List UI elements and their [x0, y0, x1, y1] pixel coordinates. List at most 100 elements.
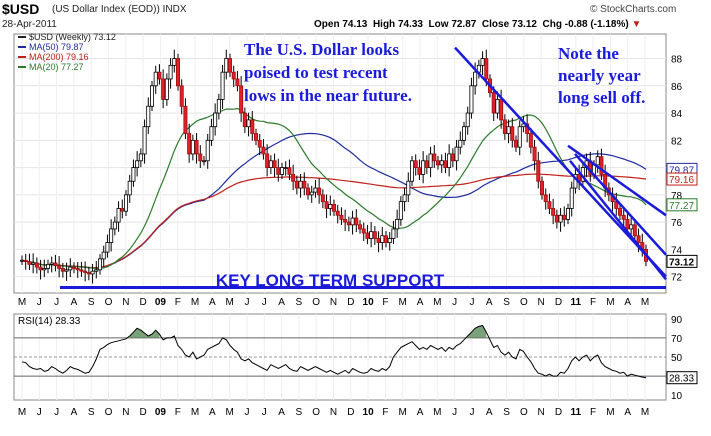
- x-tick-label: J: [54, 407, 59, 418]
- candle-body: [395, 218, 400, 230]
- x-tick-label: 10: [363, 407, 375, 418]
- candle-body: [57, 265, 62, 269]
- x-tick-label: O: [520, 297, 528, 308]
- price-badge-box: [666, 198, 698, 212]
- candle-body: [331, 203, 336, 212]
- x-tick-label: 11: [570, 297, 581, 308]
- candle-body: [480, 58, 485, 66]
- candle-body: [257, 139, 262, 148]
- x-tick-label: O: [520, 407, 528, 418]
- candle-body: [547, 201, 552, 209]
- candle-body: [465, 112, 470, 128]
- candle-body: [543, 194, 548, 203]
- description-text: (US Dollar Index (EOD)): [52, 4, 160, 15]
- legend-entry: $USD (Weekly) 73.12: [29, 32, 116, 42]
- candle-body: [424, 160, 429, 168]
- annotation-left: The U.S. Dollar looks poised to test rece…: [244, 40, 412, 105]
- x-tick-label: A: [71, 297, 78, 308]
- x-tick-label: D: [347, 297, 354, 308]
- x-tick-label: A: [486, 407, 493, 418]
- candle-body: [383, 235, 388, 243]
- candle-body: [618, 208, 623, 216]
- x-tick-label: M: [606, 407, 614, 418]
- x-tick-label: A: [209, 407, 216, 418]
- x-tick-label: F: [175, 407, 181, 418]
- candle-body: [161, 78, 166, 100]
- candle-body: [443, 160, 448, 168]
- candle-body: [413, 160, 418, 168]
- candle-body: [309, 191, 314, 196]
- candle-body: [450, 153, 455, 162]
- x-tick-label: J: [37, 407, 42, 418]
- price-badge-label: 77.27: [669, 201, 694, 212]
- x-tick-label: J: [452, 297, 457, 308]
- candle-body: [138, 153, 143, 162]
- x-tick-label: F: [382, 297, 388, 308]
- candle-body: [551, 208, 556, 216]
- candle-body: [558, 214, 563, 223]
- x-tick-label: M: [191, 407, 199, 418]
- x-tick-label: S: [503, 297, 510, 308]
- x-tick-label: M: [225, 407, 233, 418]
- x-tick-label: J: [469, 297, 474, 308]
- candle-body: [380, 235, 385, 243]
- x-tick-label: J: [244, 407, 249, 418]
- x-tick-label: D: [140, 297, 147, 308]
- candle-body: [46, 263, 51, 269]
- candle-body: [49, 262, 54, 265]
- candle-body: [31, 262, 36, 265]
- price-y-tick-label: 72: [671, 273, 683, 284]
- candle-body: [510, 126, 515, 141]
- candle-body: [406, 180, 411, 196]
- candle-body: [409, 160, 414, 182]
- low-value: 72.87: [451, 19, 477, 30]
- candle-body: [528, 133, 533, 148]
- candle-body: [194, 139, 199, 155]
- candle-body: [250, 119, 255, 134]
- ohlc-summary: Open 74.13 High 74.33 Low 72.87 Close 73…: [314, 19, 641, 30]
- price-badge-box: [666, 172, 698, 186]
- price-badge-label: 73.12: [669, 257, 694, 268]
- candle-body: [153, 71, 158, 87]
- rsi-grid: [14, 314, 666, 400]
- chart-date: 28-Apr-2011: [2, 19, 57, 30]
- candle-body: [187, 133, 192, 155]
- annotation-left-line: The U.S. Dollar looks: [244, 40, 399, 59]
- annotation-right-line: nearly year: [558, 66, 641, 85]
- open-label: Open: [314, 19, 340, 30]
- candle-body: [517, 126, 522, 148]
- close-value: 73.12: [511, 19, 537, 30]
- candle-body: [461, 126, 466, 141]
- candle-body: [105, 242, 110, 253]
- high-label: High: [372, 19, 396, 30]
- candle-body: [324, 201, 329, 209]
- candle-body: [291, 174, 296, 182]
- chg-label: Chg: [542, 19, 562, 30]
- chart-description: (US Dollar Index (EOD)) INDX: [52, 4, 187, 15]
- x-tick-label: M: [225, 297, 233, 308]
- rsi-y-tick-label: 90: [671, 315, 683, 326]
- x-tick-label: F: [382, 407, 388, 418]
- candle-body: [124, 194, 129, 212]
- x-tick-label: N: [538, 297, 545, 308]
- candle-body: [235, 78, 240, 87]
- candle-body: [53, 262, 58, 267]
- candle-body: [387, 238, 392, 243]
- candle-body: [365, 232, 370, 239]
- candle-body: [220, 71, 225, 100]
- candle-body: [376, 238, 381, 243]
- rsi-overbought-fill: [467, 325, 487, 338]
- candle-body: [142, 126, 147, 155]
- x-tick-label: N: [538, 407, 545, 418]
- candle-body: [272, 160, 277, 168]
- x-tick-label: J: [244, 297, 249, 308]
- date-text: 28-Apr-2011: [2, 19, 57, 30]
- candle-body: [109, 228, 114, 243]
- rsi-badge-box: [666, 371, 698, 385]
- candle-body: [514, 139, 519, 148]
- candle-body: [599, 156, 604, 175]
- x-tick-label: A: [624, 407, 631, 418]
- candle-body: [372, 231, 377, 239]
- x-tick-label: M: [433, 407, 441, 418]
- candle-body: [302, 180, 307, 189]
